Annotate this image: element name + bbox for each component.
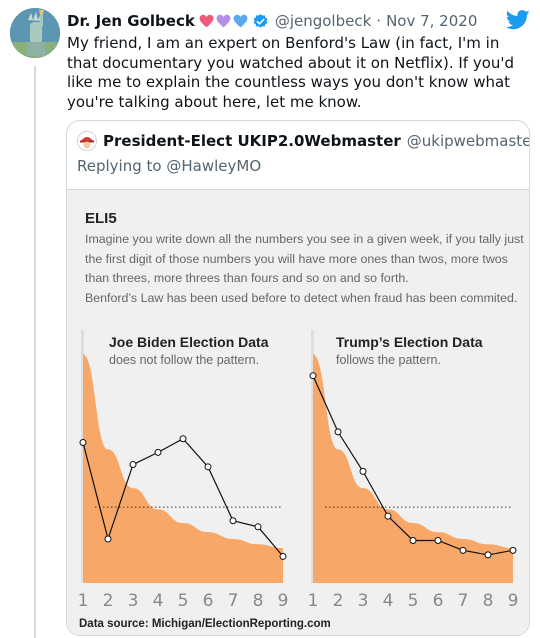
statue-of-liberty-avatar-image bbox=[10, 8, 60, 58]
infographic-explanation: Imagine you write down all the numbers y… bbox=[85, 230, 525, 308]
trump-data-point bbox=[334, 428, 342, 436]
biden-data-point bbox=[179, 435, 187, 443]
trump-axis-bar bbox=[311, 330, 314, 583]
trump-data-point bbox=[384, 512, 392, 520]
trump-data-point bbox=[309, 372, 317, 380]
explanation-line: Imagine you write down all the numbers y… bbox=[85, 232, 524, 246]
quoted-author-name: President-Elect UKIP2.0Webmaster bbox=[103, 132, 401, 150]
biden-tick-label: 4 bbox=[153, 591, 164, 611]
quoted-tweet-card[interactable]: President-Elect UKIP2.0Webmaster @ukipwe… bbox=[66, 120, 530, 636]
trump-data-point bbox=[484, 551, 492, 559]
biden-data-point bbox=[229, 517, 237, 525]
trump-data-point bbox=[509, 546, 517, 554]
trump-chart-subtitle: follows the pattern. bbox=[336, 353, 441, 367]
biden-benford-area bbox=[83, 354, 283, 583]
replying-to-label: Replying to bbox=[77, 157, 162, 175]
biden-tick-label: 8 bbox=[253, 591, 264, 611]
author-handle[interactable]: @jengolbeck bbox=[274, 12, 372, 30]
biden-tick-label: 1 bbox=[78, 591, 89, 611]
tweet-date[interactable]: Nov 7, 2020 bbox=[386, 12, 478, 30]
explanation-line: than threes, more threes than fours and … bbox=[85, 271, 409, 285]
twitter-bird-icon[interactable] bbox=[505, 10, 530, 34]
biden-data-point bbox=[154, 448, 162, 456]
trump-tick-label: 2 bbox=[333, 591, 344, 611]
replying-to-mention[interactable]: @HawleyMO bbox=[166, 157, 262, 175]
benford-infographic-image[interactable]: ELI5 Imagine you write down all the numb… bbox=[67, 189, 529, 635]
biden-tick-label: 7 bbox=[228, 591, 239, 611]
trump-tick-label: 1 bbox=[308, 591, 319, 611]
biden-data-point bbox=[204, 463, 212, 471]
trump-data-point bbox=[434, 536, 442, 544]
trump-data-point bbox=[459, 546, 467, 554]
biden-tick-label: 9 bbox=[278, 591, 289, 611]
biden-data-point bbox=[104, 535, 112, 543]
trump-tick-label: 7 bbox=[458, 591, 469, 611]
tweet-body-text: My friend, I am an expert on Benford's L… bbox=[67, 34, 515, 111]
explanation-line: the first digit of those numbers you wil… bbox=[85, 251, 508, 266]
trump-benford-area bbox=[313, 354, 513, 583]
author-name[interactable]: Dr. Jen Golbeck bbox=[67, 12, 195, 30]
biden-data-point bbox=[79, 439, 87, 447]
biden-tick-label: 5 bbox=[178, 591, 189, 611]
trump-data-point bbox=[409, 536, 417, 544]
data-source-caption: Data source: Michigan/ElectionReporting.… bbox=[79, 618, 331, 630]
quoted-author-avatar bbox=[77, 131, 97, 151]
biden-tick-label: 6 bbox=[203, 591, 214, 611]
quoted-tweet-header: President-Elect UKIP2.0Webmaster @ukipwe… bbox=[77, 131, 530, 151]
quoted-author-handle: @ukipwebmaster bbox=[406, 132, 530, 150]
trump-tick-label: 3 bbox=[358, 591, 369, 611]
tweet-header: Dr. Jen Golbeck @jengolbeck · Nov 7, 202… bbox=[67, 10, 530, 32]
trump-tick-label: 4 bbox=[383, 591, 394, 611]
biden-tick-label: 3 bbox=[128, 591, 139, 611]
trump-tick-label: 5 bbox=[408, 591, 419, 611]
purple-heart-icon bbox=[216, 14, 231, 28]
biden-data-point bbox=[279, 552, 287, 560]
author-avatar[interactable] bbox=[10, 8, 60, 58]
infographic-title: ELI5 bbox=[85, 210, 117, 227]
trump-tick-label: 8 bbox=[483, 591, 494, 611]
red-hat-avatar-image bbox=[78, 132, 96, 150]
emoji-hearts bbox=[199, 14, 248, 28]
blue-heart-icon bbox=[233, 14, 248, 28]
trump-data-point bbox=[359, 467, 367, 475]
biden-axis-bar bbox=[81, 330, 84, 583]
replying-to-line: Replying to @HawleyMO bbox=[77, 157, 261, 175]
biden-tick-label: 2 bbox=[103, 591, 114, 611]
thread-connector-line bbox=[34, 66, 36, 638]
trump-tick-label: 6 bbox=[433, 591, 444, 611]
verified-badge-icon bbox=[252, 13, 269, 30]
biden-data-point bbox=[129, 461, 137, 469]
explanation-line: Benford’s Law has been used before to de… bbox=[85, 290, 518, 305]
trump-tick-label: 9 bbox=[508, 591, 519, 611]
separator-dot: · bbox=[376, 12, 382, 30]
pink-heart-icon bbox=[199, 14, 214, 28]
biden-data-point bbox=[254, 523, 262, 531]
biden-chart-subtitle: does not follow the pattern. bbox=[109, 353, 260, 367]
biden-chart-title: Joe Biden Election Data bbox=[109, 334, 269, 350]
trump-chart-title: Trump’s Election Data bbox=[336, 334, 483, 350]
